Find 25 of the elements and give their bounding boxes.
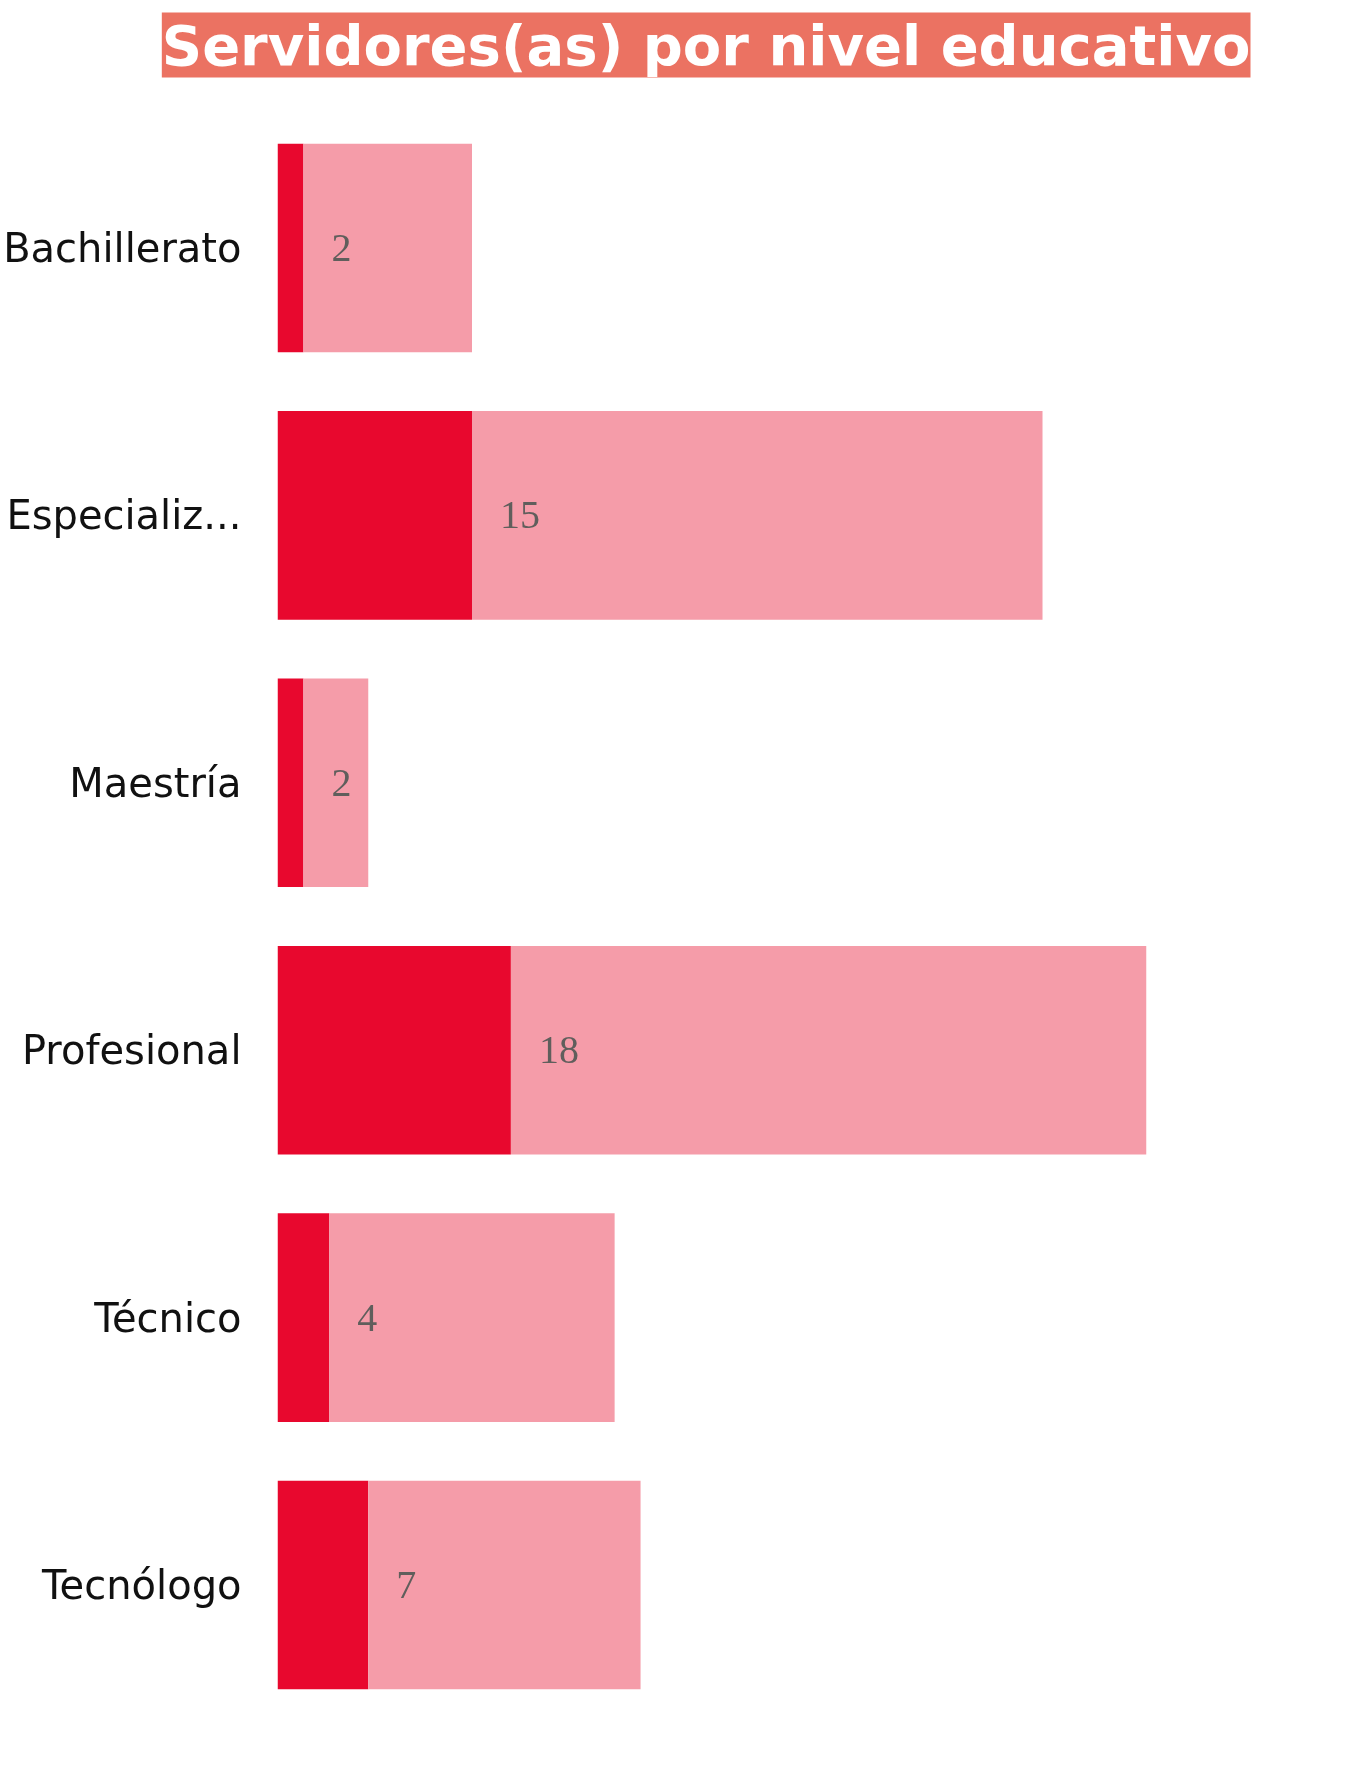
- data-label: 2: [331, 224, 352, 270]
- bar: [277, 1213, 330, 1422]
- y-tick-label: Tecnólogo: [40, 1562, 242, 1609]
- data-label: 4: [357, 1294, 378, 1340]
- data-label: 2: [331, 759, 352, 805]
- chart-title: Servidores(as) por nivel educativo: [161, 12, 1251, 78]
- bar: [277, 1480, 369, 1690]
- bar: [510, 945, 1147, 1155]
- bar: [472, 411, 1043, 620]
- y-tick-label: Profesional: [21, 1027, 242, 1074]
- bar: [368, 1480, 641, 1690]
- data-label: 15: [500, 492, 540, 538]
- data-label: 7: [396, 1562, 417, 1608]
- y-tick-label: Especializ...: [6, 492, 242, 539]
- y-tick-label: Maestría: [69, 759, 242, 806]
- y-tick-label: Técnico: [93, 1294, 242, 1341]
- bar: [277, 411, 472, 620]
- data-label: 18: [538, 1027, 579, 1073]
- bar: [303, 678, 369, 888]
- bar: [277, 945, 511, 1155]
- y-tick-label: Bachillerato: [3, 224, 242, 271]
- bar: [303, 143, 472, 353]
- bar: [277, 678, 304, 888]
- bar: [277, 143, 304, 353]
- bar: [329, 1213, 615, 1422]
